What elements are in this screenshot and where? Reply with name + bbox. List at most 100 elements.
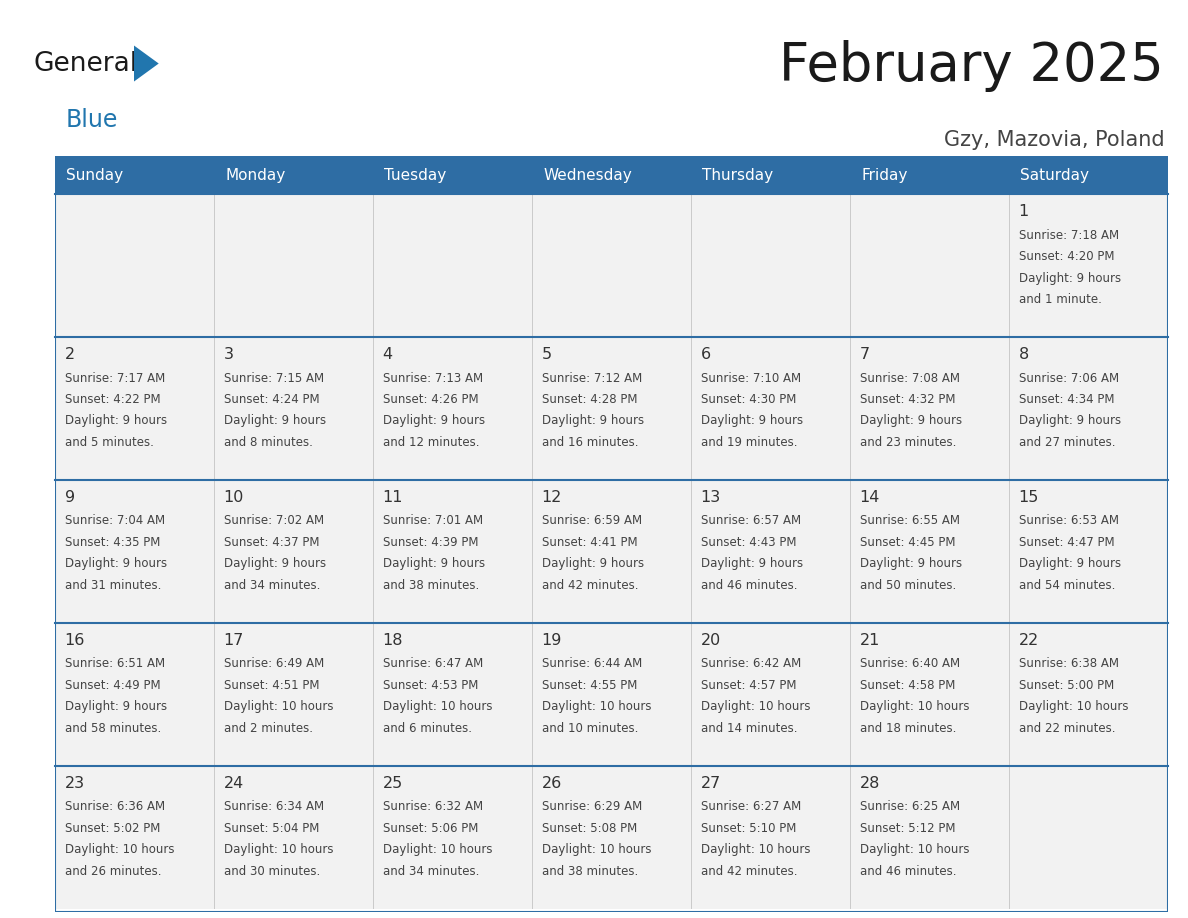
Text: Sunset: 4:43 PM: Sunset: 4:43 PM: [701, 536, 796, 549]
Text: and 54 minutes.: and 54 minutes.: [1018, 578, 1114, 592]
Text: Sunset: 4:57 PM: Sunset: 4:57 PM: [701, 678, 796, 692]
Text: Daylight: 10 hours: Daylight: 10 hours: [542, 700, 651, 713]
Text: 25: 25: [383, 776, 403, 791]
Text: Blue: Blue: [65, 108, 118, 132]
Text: and 34 minutes.: and 34 minutes.: [223, 578, 320, 592]
Polygon shape: [134, 46, 159, 82]
Text: Sunrise: 6:57 AM: Sunrise: 6:57 AM: [701, 514, 801, 528]
Text: and 5 minutes.: and 5 minutes.: [64, 436, 153, 449]
Text: Daylight: 10 hours: Daylight: 10 hours: [64, 843, 173, 856]
Text: Daylight: 9 hours: Daylight: 9 hours: [64, 700, 166, 713]
Text: Sunrise: 6:38 AM: Sunrise: 6:38 AM: [1018, 657, 1119, 670]
Text: Sunrise: 6:29 AM: Sunrise: 6:29 AM: [542, 800, 642, 813]
Text: Sunrise: 6:49 AM: Sunrise: 6:49 AM: [223, 657, 324, 670]
Text: Monday: Monday: [226, 168, 285, 183]
Text: 24: 24: [223, 776, 244, 791]
Text: and 22 minutes.: and 22 minutes.: [1018, 722, 1116, 734]
Text: 12: 12: [542, 490, 562, 505]
Text: Daylight: 9 hours: Daylight: 9 hours: [383, 557, 485, 570]
Text: Daylight: 10 hours: Daylight: 10 hours: [701, 843, 810, 856]
Text: Sunrise: 6:47 AM: Sunrise: 6:47 AM: [383, 657, 482, 670]
Text: 15: 15: [1018, 490, 1040, 505]
Text: 28: 28: [860, 776, 880, 791]
Text: and 10 minutes.: and 10 minutes.: [542, 722, 638, 734]
Text: Daylight: 9 hours: Daylight: 9 hours: [860, 414, 961, 428]
Text: Daylight: 9 hours: Daylight: 9 hours: [542, 557, 644, 570]
Text: 10: 10: [223, 490, 244, 505]
Text: and 16 minutes.: and 16 minutes.: [542, 436, 638, 449]
Text: Daylight: 10 hours: Daylight: 10 hours: [1018, 700, 1129, 713]
Text: 9: 9: [64, 490, 75, 505]
Text: and 2 minutes.: and 2 minutes.: [223, 722, 312, 734]
Text: and 38 minutes.: and 38 minutes.: [383, 578, 479, 592]
Text: Sunrise: 7:12 AM: Sunrise: 7:12 AM: [542, 372, 642, 385]
Text: Daylight: 9 hours: Daylight: 9 hours: [1018, 557, 1120, 570]
Text: and 30 minutes.: and 30 minutes.: [223, 865, 320, 878]
Text: Sunrise: 7:15 AM: Sunrise: 7:15 AM: [223, 372, 323, 385]
Text: Sunset: 4:24 PM: Sunset: 4:24 PM: [223, 393, 320, 406]
Text: and 18 minutes.: and 18 minutes.: [860, 722, 956, 734]
Text: Sunset: 4:28 PM: Sunset: 4:28 PM: [542, 393, 637, 406]
Text: and 12 minutes.: and 12 minutes.: [383, 436, 479, 449]
Text: Sunrise: 7:08 AM: Sunrise: 7:08 AM: [860, 372, 960, 385]
Text: Daylight: 9 hours: Daylight: 9 hours: [860, 557, 961, 570]
Text: Sunset: 4:35 PM: Sunset: 4:35 PM: [64, 536, 160, 549]
Text: 7: 7: [860, 347, 870, 363]
Text: 19: 19: [542, 633, 562, 648]
Text: February 2025: February 2025: [779, 40, 1164, 92]
Text: 6: 6: [701, 347, 710, 363]
Text: General: General: [33, 50, 138, 76]
Text: Sunrise: 6:59 AM: Sunrise: 6:59 AM: [542, 514, 642, 528]
Text: Sunrise: 7:13 AM: Sunrise: 7:13 AM: [383, 372, 482, 385]
Text: Sunset: 4:26 PM: Sunset: 4:26 PM: [383, 393, 478, 406]
Text: Daylight: 9 hours: Daylight: 9 hours: [64, 557, 166, 570]
Text: and 50 minutes.: and 50 minutes.: [860, 578, 956, 592]
Text: Daylight: 10 hours: Daylight: 10 hours: [383, 843, 492, 856]
Text: Sunrise: 6:42 AM: Sunrise: 6:42 AM: [701, 657, 801, 670]
Text: and 46 minutes.: and 46 minutes.: [701, 578, 797, 592]
Text: Sunset: 4:49 PM: Sunset: 4:49 PM: [64, 678, 160, 692]
Text: Sunrise: 6:55 AM: Sunrise: 6:55 AM: [860, 514, 960, 528]
Text: Friday: Friday: [861, 168, 908, 183]
Text: and 46 minutes.: and 46 minutes.: [860, 865, 956, 878]
Text: 11: 11: [383, 490, 403, 505]
Text: Daylight: 9 hours: Daylight: 9 hours: [701, 414, 803, 428]
Text: Daylight: 10 hours: Daylight: 10 hours: [223, 700, 333, 713]
Text: and 14 minutes.: and 14 minutes.: [701, 722, 797, 734]
Text: and 38 minutes.: and 38 minutes.: [542, 865, 638, 878]
Text: Sunrise: 6:27 AM: Sunrise: 6:27 AM: [701, 800, 801, 813]
Text: 4: 4: [383, 347, 393, 363]
Text: Sunrise: 6:36 AM: Sunrise: 6:36 AM: [64, 800, 165, 813]
Text: Daylight: 9 hours: Daylight: 9 hours: [383, 414, 485, 428]
Text: Gzy, Mazovia, Poland: Gzy, Mazovia, Poland: [943, 130, 1164, 151]
Text: 23: 23: [64, 776, 84, 791]
Text: Sunset: 5:02 PM: Sunset: 5:02 PM: [64, 822, 160, 834]
Text: 5: 5: [542, 347, 551, 363]
Text: Wednesday: Wednesday: [543, 168, 632, 183]
Text: Sunrise: 7:02 AM: Sunrise: 7:02 AM: [223, 514, 323, 528]
Text: Sunset: 4:55 PM: Sunset: 4:55 PM: [542, 678, 637, 692]
Text: 14: 14: [860, 490, 880, 505]
Text: Sunset: 4:37 PM: Sunset: 4:37 PM: [223, 536, 320, 549]
Text: Daylight: 10 hours: Daylight: 10 hours: [383, 700, 492, 713]
Text: Daylight: 10 hours: Daylight: 10 hours: [223, 843, 333, 856]
Text: 21: 21: [860, 633, 880, 648]
Text: Daylight: 9 hours: Daylight: 9 hours: [701, 557, 803, 570]
Text: 3: 3: [223, 347, 234, 363]
Text: Sunrise: 7:10 AM: Sunrise: 7:10 AM: [701, 372, 801, 385]
Text: 18: 18: [383, 633, 403, 648]
Text: Daylight: 10 hours: Daylight: 10 hours: [860, 700, 969, 713]
Text: and 1 minute.: and 1 minute.: [1018, 293, 1101, 306]
Text: and 42 minutes.: and 42 minutes.: [542, 578, 638, 592]
Text: Sunset: 5:06 PM: Sunset: 5:06 PM: [383, 822, 478, 834]
Text: 8: 8: [1018, 347, 1029, 363]
Text: and 34 minutes.: and 34 minutes.: [383, 865, 479, 878]
Text: Sunset: 4:58 PM: Sunset: 4:58 PM: [860, 678, 955, 692]
Text: Sunset: 4:22 PM: Sunset: 4:22 PM: [64, 393, 160, 406]
Text: and 26 minutes.: and 26 minutes.: [64, 865, 162, 878]
Text: and 58 minutes.: and 58 minutes.: [64, 722, 160, 734]
Text: Daylight: 9 hours: Daylight: 9 hours: [1018, 414, 1120, 428]
Text: Sunset: 4:47 PM: Sunset: 4:47 PM: [1018, 536, 1114, 549]
Text: Sunrise: 6:25 AM: Sunrise: 6:25 AM: [860, 800, 960, 813]
Text: Daylight: 10 hours: Daylight: 10 hours: [860, 843, 969, 856]
